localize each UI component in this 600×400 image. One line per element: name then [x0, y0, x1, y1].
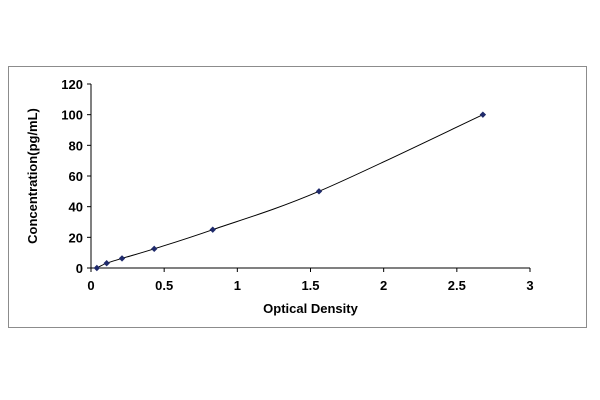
y-tick-label: 120	[61, 77, 83, 92]
x-tick-label: 1.5	[301, 278, 319, 293]
y-tick-label: 40	[69, 200, 83, 215]
y-tick-label: 0	[76, 261, 83, 276]
y-tick-label: 100	[61, 108, 83, 123]
axes	[90, 84, 530, 269]
data-point	[93, 264, 101, 272]
y-tick-label: 60	[69, 169, 83, 184]
y-tick-label: 20	[69, 230, 83, 245]
data-point	[209, 226, 216, 233]
x-tick-label: 2.5	[448, 278, 466, 293]
y-axis-label: Concentration(pg/mL)	[25, 108, 40, 244]
x-tick-label: 0.5	[155, 278, 173, 293]
data-point	[103, 260, 110, 267]
x-ticks: 0 0.5 1 1.5 2 2.5 3	[87, 268, 534, 293]
data-points	[93, 111, 487, 272]
data-point	[118, 255, 126, 262]
data-point	[315, 188, 323, 195]
data-point	[151, 245, 158, 253]
chart-frame	[8, 66, 587, 328]
x-axis-label: Optical Density	[263, 301, 358, 316]
y-ticks: 0 20 40 60 80 100 120	[61, 77, 91, 276]
x-tick-label: 3	[526, 278, 533, 293]
data-point	[479, 111, 487, 118]
x-tick-label: 0	[87, 278, 94, 293]
y-tick-label: 80	[69, 138, 83, 153]
x-tick-label: 2	[380, 278, 387, 293]
x-tick-label: 1	[234, 278, 241, 293]
fit-curve	[96, 114, 484, 269]
